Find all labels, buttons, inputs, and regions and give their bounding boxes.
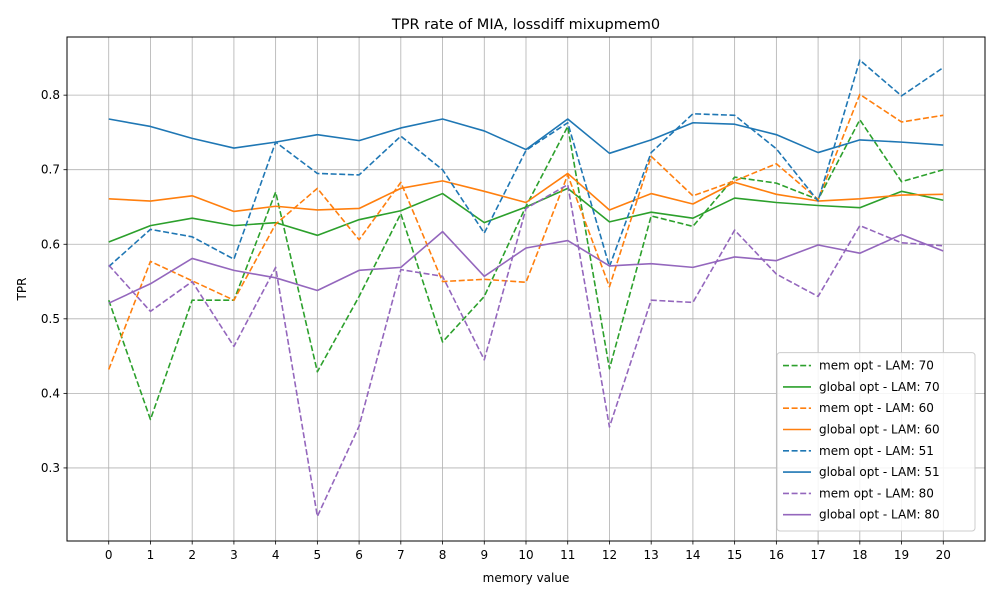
y-axis-ticks: 0.3 0.4 0.5 0.6 0.7 0.8	[41, 88, 67, 475]
x-tick-label: 5	[314, 548, 322, 562]
y-tick-label: 0.4	[41, 386, 60, 400]
legend-label: global opt - LAM: 70	[819, 380, 940, 394]
x-tick-label: 17	[810, 548, 825, 562]
x-tick-label: 12	[602, 548, 617, 562]
x-tick-label: 14	[685, 548, 700, 562]
x-tick-label: 1	[147, 548, 155, 562]
y-tick-label: 0.6	[41, 237, 60, 251]
legend-box	[776, 352, 976, 532]
x-tick-label: 3	[230, 548, 238, 562]
x-tick-label: 11	[560, 548, 575, 562]
x-tick-label: 10	[518, 548, 533, 562]
x-tick-label: 13	[644, 548, 659, 562]
series-line-6	[108, 118, 944, 155]
series-line-3	[107, 93, 944, 370]
x-tick-label: 8	[439, 548, 447, 562]
x-tick-label: 0	[105, 548, 113, 562]
legend-label: mem opt - LAM: 80	[819, 486, 934, 500]
legend-label: mem opt - LAM: 70	[819, 359, 934, 373]
legend-label: global opt - LAM: 60	[819, 423, 940, 437]
chart-title: TPR rate of MIA, lossdiff mixupmem0	[391, 17, 660, 33]
series-line-2	[108, 187, 944, 243]
x-tick-label: 4	[272, 548, 280, 562]
x-axis-ticks: 0 1 2 3 4 5 6 7 8 9 10 11 12 13 14 15 16 17 18 19 20	[105, 541, 951, 562]
legend-label: global opt - LAM: 51	[819, 465, 940, 479]
x-tick-label: 18	[852, 548, 867, 562]
x-tick-label: 16	[769, 548, 784, 562]
series-line-8	[108, 230, 944, 304]
y-tick-label: 0.3	[41, 461, 60, 475]
legend-label: global opt - LAM: 80	[819, 508, 940, 522]
legend-label: mem opt - LAM: 60	[819, 401, 934, 415]
legend: mem opt - LAM: 70 global opt - LAM: 70 mem…	[776, 352, 976, 532]
x-tick-label: 19	[894, 548, 909, 562]
x-tick-label: 15	[727, 548, 742, 562]
series-line-5	[108, 59, 944, 268]
x-tick-label: 20	[936, 548, 951, 562]
x-tick-label: 2	[188, 548, 196, 562]
x-tick-label: 6	[355, 548, 363, 562]
legend-label: mem opt - LAM: 51	[819, 444, 934, 458]
x-tick-label: 7	[397, 548, 405, 562]
y-tick-label: 0.8	[41, 88, 60, 102]
series-lines	[107, 59, 944, 518]
series-line-7	[108, 183, 944, 518]
y-tick-label: 0.7	[41, 163, 60, 177]
y-axis-title: TPR	[15, 278, 29, 302]
series-line-4	[108, 172, 944, 213]
y-tick-label: 0.5	[41, 312, 60, 326]
x-tick-label: 9	[480, 548, 488, 562]
x-axis-title: memory value	[483, 571, 570, 585]
